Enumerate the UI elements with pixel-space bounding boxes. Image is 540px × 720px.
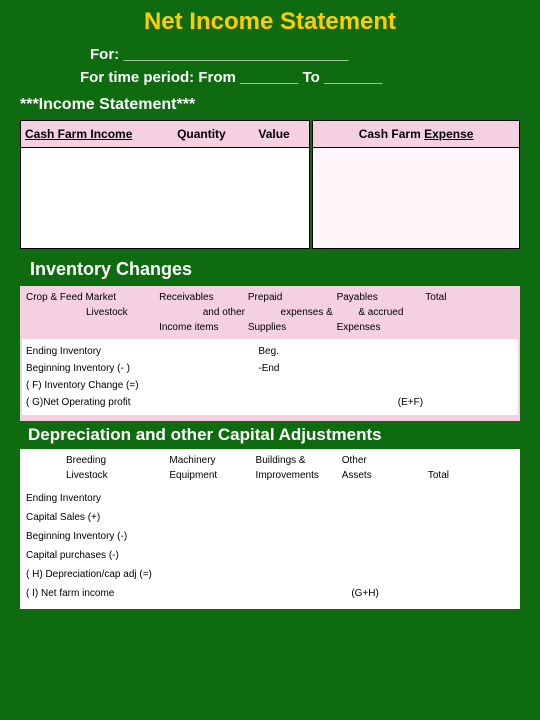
inv-head-1: Crop & Feed Market Receivables Prepaid P…	[22, 290, 518, 305]
dep-h1-c4: Other	[342, 455, 428, 466]
inv-h1-c4: Payables	[337, 292, 426, 303]
dep-r1: Ending Inventory	[26, 489, 514, 508]
inventory-table: Crop & Feed Market Receivables Prepaid P…	[20, 286, 520, 421]
inv-r2-lbl: Beginning Inventory (- )	[26, 363, 258, 374]
inv-h1-c2: Receivables	[159, 292, 248, 303]
inv-h3-c2: Income items	[159, 322, 248, 333]
income-expense-table: Cash Farm Income Quantity Value Cash Far…	[20, 120, 520, 249]
inv-h3-c1	[26, 322, 159, 333]
dep-r5: ( H) Depreciation/cap adj (=)	[26, 565, 514, 584]
period-line: For time period: From _______ To _______	[80, 69, 520, 86]
for-line: For: ___________________________	[90, 46, 520, 63]
income-body	[21, 148, 309, 248]
inv-r1-mid: Beg.	[258, 346, 397, 357]
dep-r6-val: (G+H)	[351, 588, 514, 599]
inv-r2-mid: -End	[258, 363, 397, 374]
dep-h1-c2: Machinery	[169, 455, 255, 466]
dep-h2-c3: Improvements	[256, 470, 342, 481]
depreciation-table: Breeding Machinery Buildings & Other Liv…	[20, 449, 520, 609]
inv-r1-lbl: Ending Inventory	[26, 346, 258, 357]
inv-head-3: Income items Supplies Expenses	[22, 320, 518, 335]
inv-r3-lbl: ( F) Inventory Change (=)	[26, 380, 258, 391]
dep-r4: Capital purchases (-)	[26, 546, 514, 565]
dep-h1-c5	[428, 455, 514, 466]
value-col-label: Value	[243, 127, 305, 141]
dep-r6-lbl: ( I) Net farm income	[26, 588, 351, 599]
inv-h1-c1: Crop & Feed Market	[26, 292, 159, 303]
dep-r3: Beginning Inventory (-)	[26, 527, 514, 546]
dep-h2-c4: Assets	[342, 470, 428, 481]
quantity-col-label: Quantity	[160, 127, 243, 141]
page-title: Net Income Statement	[20, 8, 520, 36]
inv-r4-rgt: (E+F)	[398, 397, 514, 408]
expense-panel: Cash Farm Expense	[312, 120, 520, 249]
inv-h2-c3: expenses &	[281, 307, 359, 318]
dep-h1-c3: Buildings &	[256, 455, 342, 466]
expense-prefix: Cash Farm	[359, 127, 424, 141]
expense-body	[313, 148, 519, 248]
inv-r3-rgt	[398, 380, 514, 391]
inv-r2-rgt	[398, 363, 514, 374]
inv-h1-c3: Prepaid	[248, 292, 337, 303]
depreciation-title: Depreciation and other Capital Adjustmen…	[28, 425, 520, 445]
dep-r6: ( I) Net farm income (G+H)	[26, 584, 514, 603]
inv-h3-c3: Supplies	[248, 322, 337, 333]
inv-h2-c5	[436, 307, 514, 318]
income-header: Cash Farm Income Quantity Value	[21, 121, 309, 148]
inv-h2-c2: and other	[203, 307, 281, 318]
inv-h2-c4: & accrued	[358, 307, 436, 318]
inventory-body: Ending Inventory Beg. Beginning Inventor…	[22, 339, 518, 415]
inventory-title: Inventory Changes	[30, 259, 520, 280]
statement-header: ***Income Statement***	[20, 96, 520, 114]
dep-h2-c2: Equipment	[169, 470, 255, 481]
inv-h1-c5: Total	[425, 292, 514, 303]
inv-r3-mid	[258, 380, 397, 391]
dep-h2-c5: Total	[428, 470, 514, 481]
expense-header: Cash Farm Expense	[313, 121, 519, 148]
income-col-label: Cash Farm Income	[25, 127, 160, 141]
inv-h3-c4: Expenses	[337, 322, 426, 333]
dep-h1-c1: Breeding	[26, 455, 169, 466]
inv-row-4: ( G)Net Operating profit (E+F)	[26, 394, 514, 411]
inv-h2-c1: Livestock	[26, 307, 203, 318]
inv-head-2: Livestock and other expenses & & accrued	[22, 305, 518, 320]
inv-r4-lbl: ( G)Net Operating profit	[26, 397, 258, 408]
inv-row-3: ( F) Inventory Change (=)	[26, 377, 514, 394]
inv-r4-mid	[258, 397, 397, 408]
inv-row-1: Ending Inventory Beg.	[26, 343, 514, 360]
dep-h2-c1: Livestock	[26, 470, 169, 481]
income-panel: Cash Farm Income Quantity Value	[20, 120, 310, 249]
dep-r2: Capital Sales (+)	[26, 508, 514, 527]
dep-head-1: Breeding Machinery Buildings & Other	[26, 453, 514, 468]
inv-row-2: Beginning Inventory (- ) -End	[26, 360, 514, 377]
expense-underlined: Expense	[424, 127, 473, 141]
inv-r1-rgt	[398, 346, 514, 357]
dep-head-2: Livestock Equipment Improvements Assets …	[26, 468, 514, 483]
inv-h3-c5	[425, 322, 514, 333]
